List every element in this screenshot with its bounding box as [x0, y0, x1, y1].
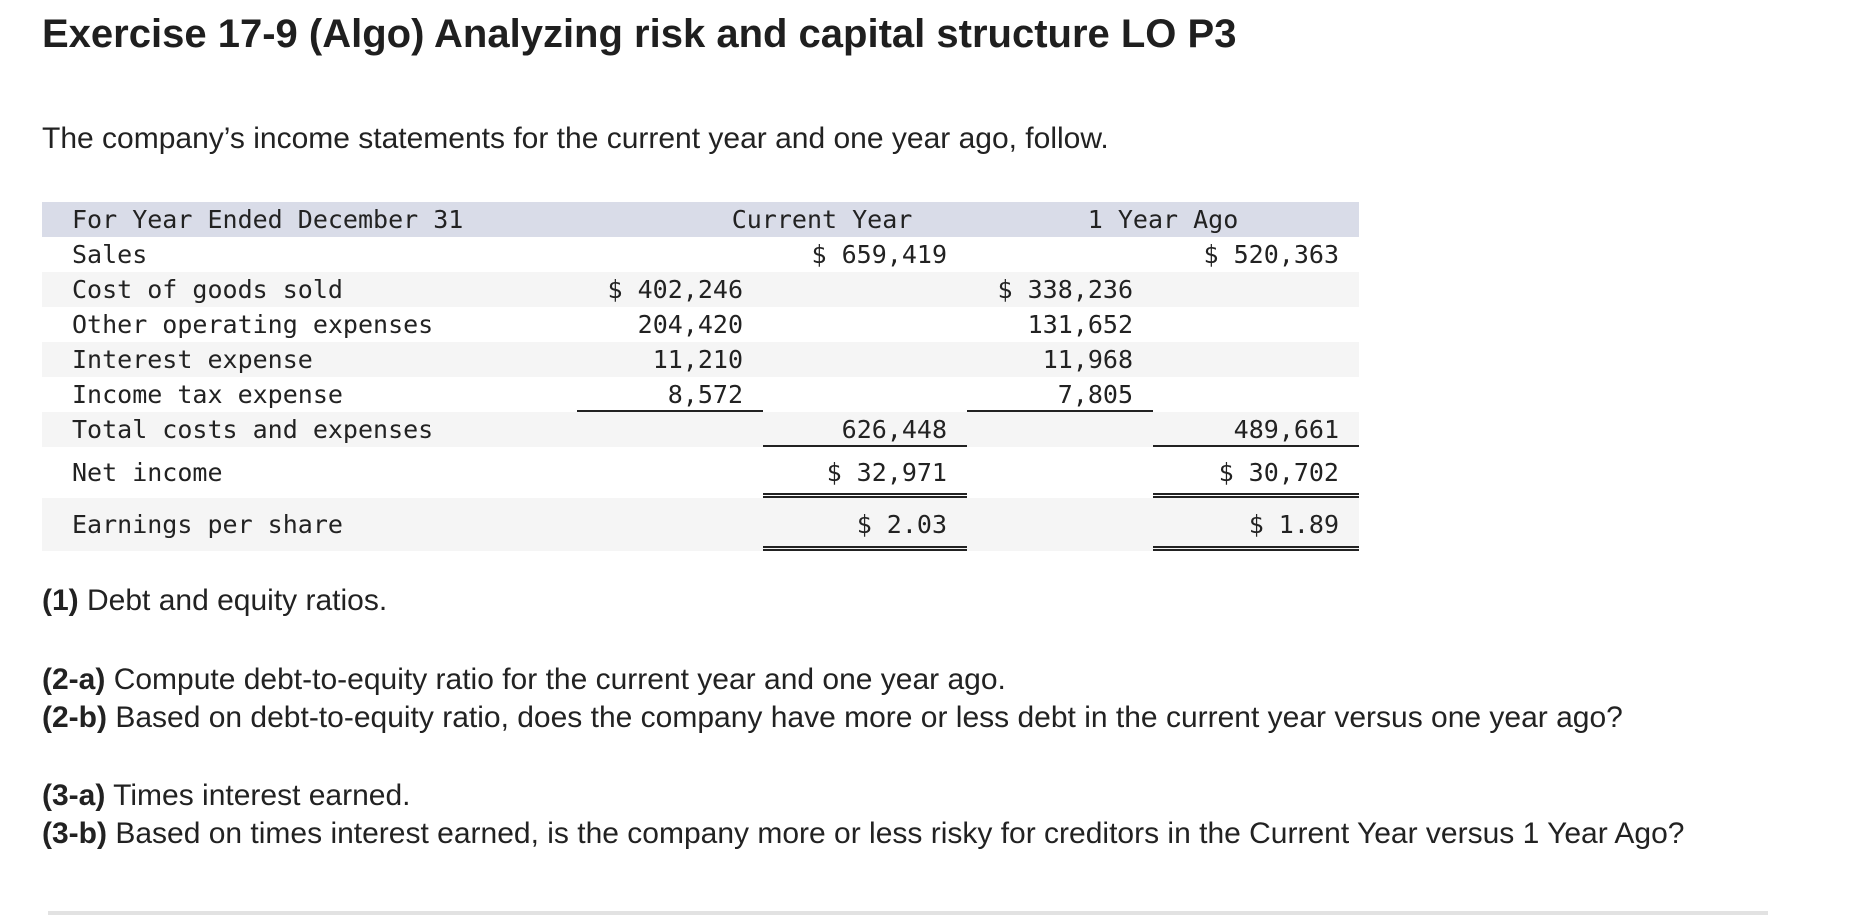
total-costs-prior: 489,661 [1153, 412, 1359, 447]
question-2a-tag: (2-a) [42, 663, 106, 696]
question-1-tag: (1) [42, 584, 79, 617]
tax-label: Income tax expense [72, 380, 343, 409]
sales-prior: $ 520,363 [1203, 240, 1339, 269]
interest-row: Interest expense 11,210 11,968 [42, 342, 1359, 377]
question-2a: (2-a) Compute debt-to-equity ratio for t… [42, 663, 1006, 697]
question-1-text: Debt and equity ratios. [87, 584, 388, 617]
net-income-row: Net income $ 32,971 $ 30,702 [42, 447, 1359, 498]
current-year-header: Current Year [731, 205, 913, 234]
interest-label: Interest expense [72, 345, 313, 374]
question-3a: (3-a) Times interest earned. [42, 779, 411, 813]
question-3a-text: Times interest earned. [113, 779, 411, 812]
period-label: For Year Ended December 31 [72, 205, 464, 234]
exercise-title: Exercise 17-9 (Algo) Analyzing risk and … [42, 12, 1237, 56]
eps-current: $ 2.03 [763, 498, 967, 551]
section-divider [48, 911, 1768, 915]
question-3b-tag: (3-b) [42, 817, 107, 850]
question-1: (1) Debt and equity ratios. [42, 584, 387, 618]
tax-current: 8,572 [577, 377, 763, 412]
tax-prior: 7,805 [967, 377, 1153, 412]
cogs-current: $ 402,246 [607, 275, 743, 304]
intro-text: The company’s income statements for the … [42, 122, 1109, 155]
question-3a-tag: (3-a) [42, 779, 106, 812]
sales-row: Sales $ 659,419 $ 520,363 [42, 237, 1359, 272]
total-costs-row: Total costs and expenses 626,448 489,661 [42, 412, 1359, 447]
eps-prior: $ 1.89 [1153, 498, 1359, 551]
other-opex-current: 204,420 [637, 310, 743, 339]
interest-prior: 11,968 [1042, 345, 1133, 374]
question-3b: (3-b) Based on times interest earned, is… [42, 817, 1684, 851]
prior-year-header: 1 Year Ago [1087, 205, 1239, 234]
other-opex-row: Other operating expenses 204,420 131,652 [42, 307, 1359, 342]
total-costs-label: Total costs and expenses [72, 415, 434, 444]
eps-row: Earnings per share $ 2.03 $ 1.89 [42, 498, 1359, 551]
sales-current: $ 659,419 [811, 240, 947, 269]
other-opex-label: Other operating expenses [72, 310, 434, 339]
other-opex-prior: 131,652 [1027, 310, 1133, 339]
cogs-prior: $ 338,236 [997, 275, 1133, 304]
question-3b-text: Based on times interest earned, is the c… [115, 817, 1685, 850]
income-statement-table: For Year Ended December 31 Current Year … [42, 202, 1359, 551]
net-income-label: Net income [72, 458, 223, 487]
sales-label: Sales [72, 240, 148, 269]
interest-current: 11,210 [652, 345, 743, 374]
eps-label: Earnings per share [72, 510, 343, 539]
cogs-row: Cost of goods sold $ 402,246 $ 338,236 [42, 272, 1359, 307]
net-income-current: $ 32,971 [763, 447, 967, 498]
question-2b-tag: (2-b) [42, 701, 107, 734]
statement-header-row: For Year Ended December 31 Current Year … [42, 202, 1359, 237]
question-2b-text: Based on debt-to-equity ratio, does the … [115, 701, 1623, 734]
question-2b: (2-b) Based on debt-to-equity ratio, doe… [42, 701, 1623, 735]
total-costs-current: 626,448 [763, 412, 967, 447]
cogs-label: Cost of goods sold [72, 275, 343, 304]
tax-row: Income tax expense 8,572 7,805 [42, 377, 1359, 412]
net-income-prior: $ 30,702 [1153, 447, 1359, 498]
question-2a-text: Compute debt-to-equity ratio for the cur… [113, 663, 1006, 696]
